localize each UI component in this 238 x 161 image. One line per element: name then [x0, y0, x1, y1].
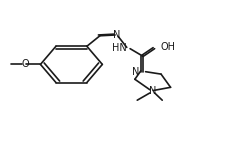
Text: O: O	[22, 59, 29, 69]
Text: OH: OH	[161, 42, 176, 52]
Text: N: N	[149, 86, 156, 96]
Text: N: N	[132, 67, 139, 77]
Text: N: N	[113, 30, 121, 40]
Text: HN: HN	[113, 43, 127, 53]
